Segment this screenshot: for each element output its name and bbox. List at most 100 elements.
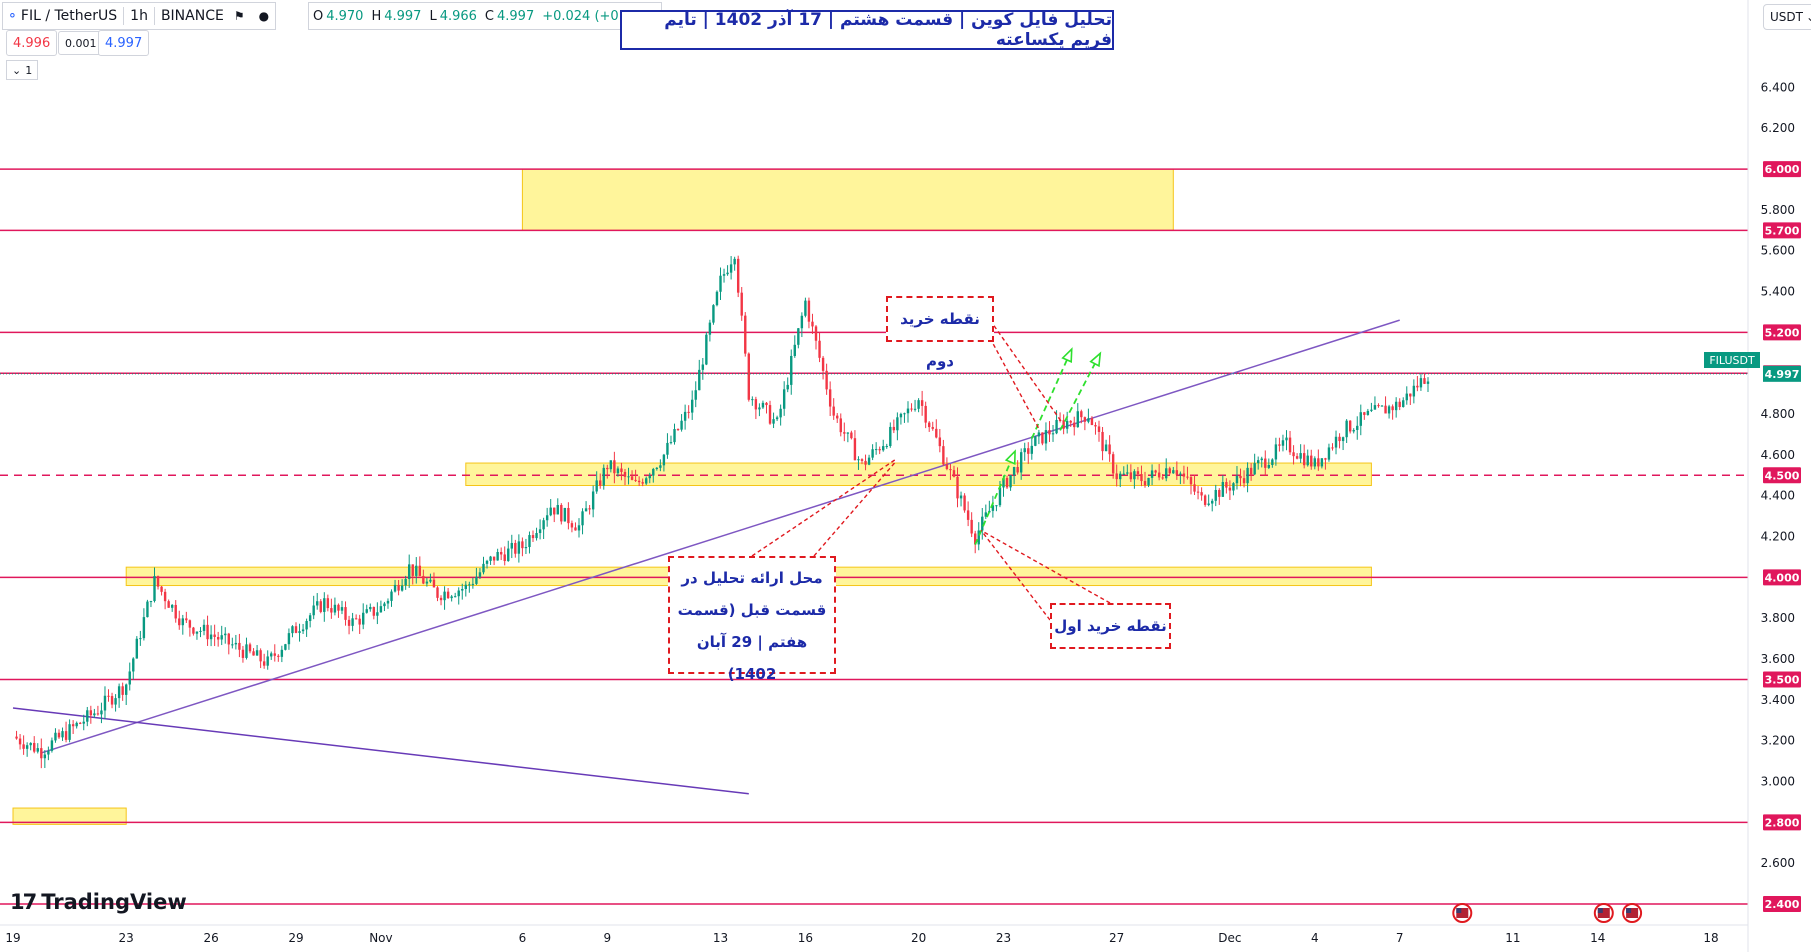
candle-body	[1157, 472, 1161, 478]
ask-button[interactable]: 4.997	[98, 30, 150, 56]
x-tick-label: Dec	[1218, 931, 1241, 945]
candle-body	[1338, 436, 1341, 442]
candle-body	[1402, 400, 1405, 407]
candle-body	[1221, 482, 1225, 497]
low-value: 4.966	[439, 8, 477, 24]
candle-body	[691, 399, 694, 413]
candle-body	[96, 713, 100, 715]
candle-body	[344, 607, 347, 620]
bid-button[interactable]: 4.996	[6, 30, 58, 56]
candle-body	[199, 630, 202, 632]
candle-body	[889, 426, 892, 447]
candle-body	[857, 459, 860, 461]
candle-body	[563, 507, 567, 522]
indicator-toggle[interactable]: ⌄ 1	[6, 60, 39, 80]
candle-body	[485, 560, 489, 564]
projection-arrow-0	[974, 454, 1015, 546]
event-flag-icon-stripes	[1456, 908, 1469, 918]
exchange-label[interactable]: BINANCE	[160, 8, 224, 24]
x-tick-label: 14	[1590, 931, 1605, 945]
candle-body	[606, 467, 609, 470]
y-tick-label: 5.400	[1761, 285, 1795, 299]
candle-body	[1310, 455, 1313, 467]
chevron-down-icon: ⌄	[1806, 10, 1811, 24]
candle-body	[1373, 405, 1377, 410]
candle-body	[1306, 455, 1309, 466]
candle-body	[40, 748, 43, 759]
candle-body	[807, 300, 811, 322]
currency-label: USDT	[1770, 10, 1803, 24]
eye-icon[interactable]: ●	[258, 9, 270, 23]
candle-body	[974, 533, 977, 545]
event-flag-icon-stripes	[1626, 908, 1639, 918]
x-tick-label: Nov	[369, 931, 392, 945]
candle-body	[1359, 412, 1362, 426]
x-tick-label: 6	[519, 931, 527, 945]
interval-label[interactable]: 1h	[130, 8, 148, 24]
candle-body	[521, 541, 524, 549]
candle-body	[1281, 440, 1285, 446]
candle-body	[758, 407, 761, 410]
candle-body	[22, 744, 25, 749]
candle-body	[418, 565, 422, 576]
candle-body	[1356, 425, 1359, 430]
candle-body	[744, 315, 747, 354]
candle-body	[698, 369, 701, 391]
symbol-link-icon: ⚬	[7, 8, 18, 24]
candle-body	[1317, 458, 1320, 467]
candle-body	[998, 487, 1002, 506]
zone-1	[465, 462, 1372, 487]
candle-body	[966, 510, 970, 520]
high-value: 4.997	[384, 8, 422, 24]
symbol-legend[interactable]: ⚬ FIL / TetherUS 1h BINANCE ⚑ ●	[2, 2, 277, 30]
candle-body	[170, 604, 174, 608]
candle-body	[963, 495, 966, 511]
candle-body	[241, 649, 245, 658]
candle-body	[853, 438, 857, 461]
symbol-name[interactable]: FIL / TetherUS	[20, 8, 118, 24]
candle-body	[1398, 401, 1401, 407]
candle-body	[209, 634, 213, 640]
candle-body	[1090, 418, 1094, 426]
candle-body	[372, 607, 376, 616]
open-value: 4.970	[326, 8, 364, 24]
chevron-down-icon: ⌄	[12, 63, 22, 77]
y-tick-label: 3.000	[1761, 775, 1795, 789]
currency-selector[interactable]: USDT ⌄	[1763, 4, 1811, 30]
x-tick-label: 27	[1109, 931, 1124, 945]
level-tag-5.200	[1763, 324, 1801, 341]
candle-body	[828, 389, 832, 407]
candle-body	[142, 617, 146, 639]
tradingview-logo: 17 TradingView	[10, 890, 187, 914]
candle-body	[584, 508, 588, 512]
candle-body	[291, 626, 294, 634]
candle-body	[1076, 411, 1079, 428]
candle-body	[616, 468, 620, 474]
close-label: C	[484, 8, 494, 24]
projection-arrowhead-0	[1004, 449, 1016, 465]
candle-body	[1175, 470, 1179, 475]
candle-body	[167, 601, 170, 608]
candle-body	[453, 596, 457, 598]
separator	[153, 7, 155, 25]
flag-icon[interactable]: ⚑	[233, 9, 245, 23]
level-tag-6.000	[1763, 161, 1801, 178]
projection-arrowhead-1	[1061, 347, 1073, 363]
event-flag-icon-stripes	[1597, 908, 1610, 918]
candle-body	[715, 291, 719, 306]
candle-body	[952, 470, 956, 477]
candle-body	[949, 469, 952, 471]
candle-body	[620, 468, 623, 472]
candle-body	[301, 629, 305, 632]
x-tick-label: 7	[1396, 931, 1404, 945]
candle-body	[1140, 474, 1143, 482]
candle-body	[1023, 448, 1026, 453]
candle-body	[238, 642, 241, 650]
candle-body	[319, 601, 322, 612]
candle-body	[694, 390, 697, 400]
candle-body	[400, 585, 404, 591]
x-tick-label: 19	[5, 931, 20, 945]
candle-body	[1352, 429, 1355, 432]
